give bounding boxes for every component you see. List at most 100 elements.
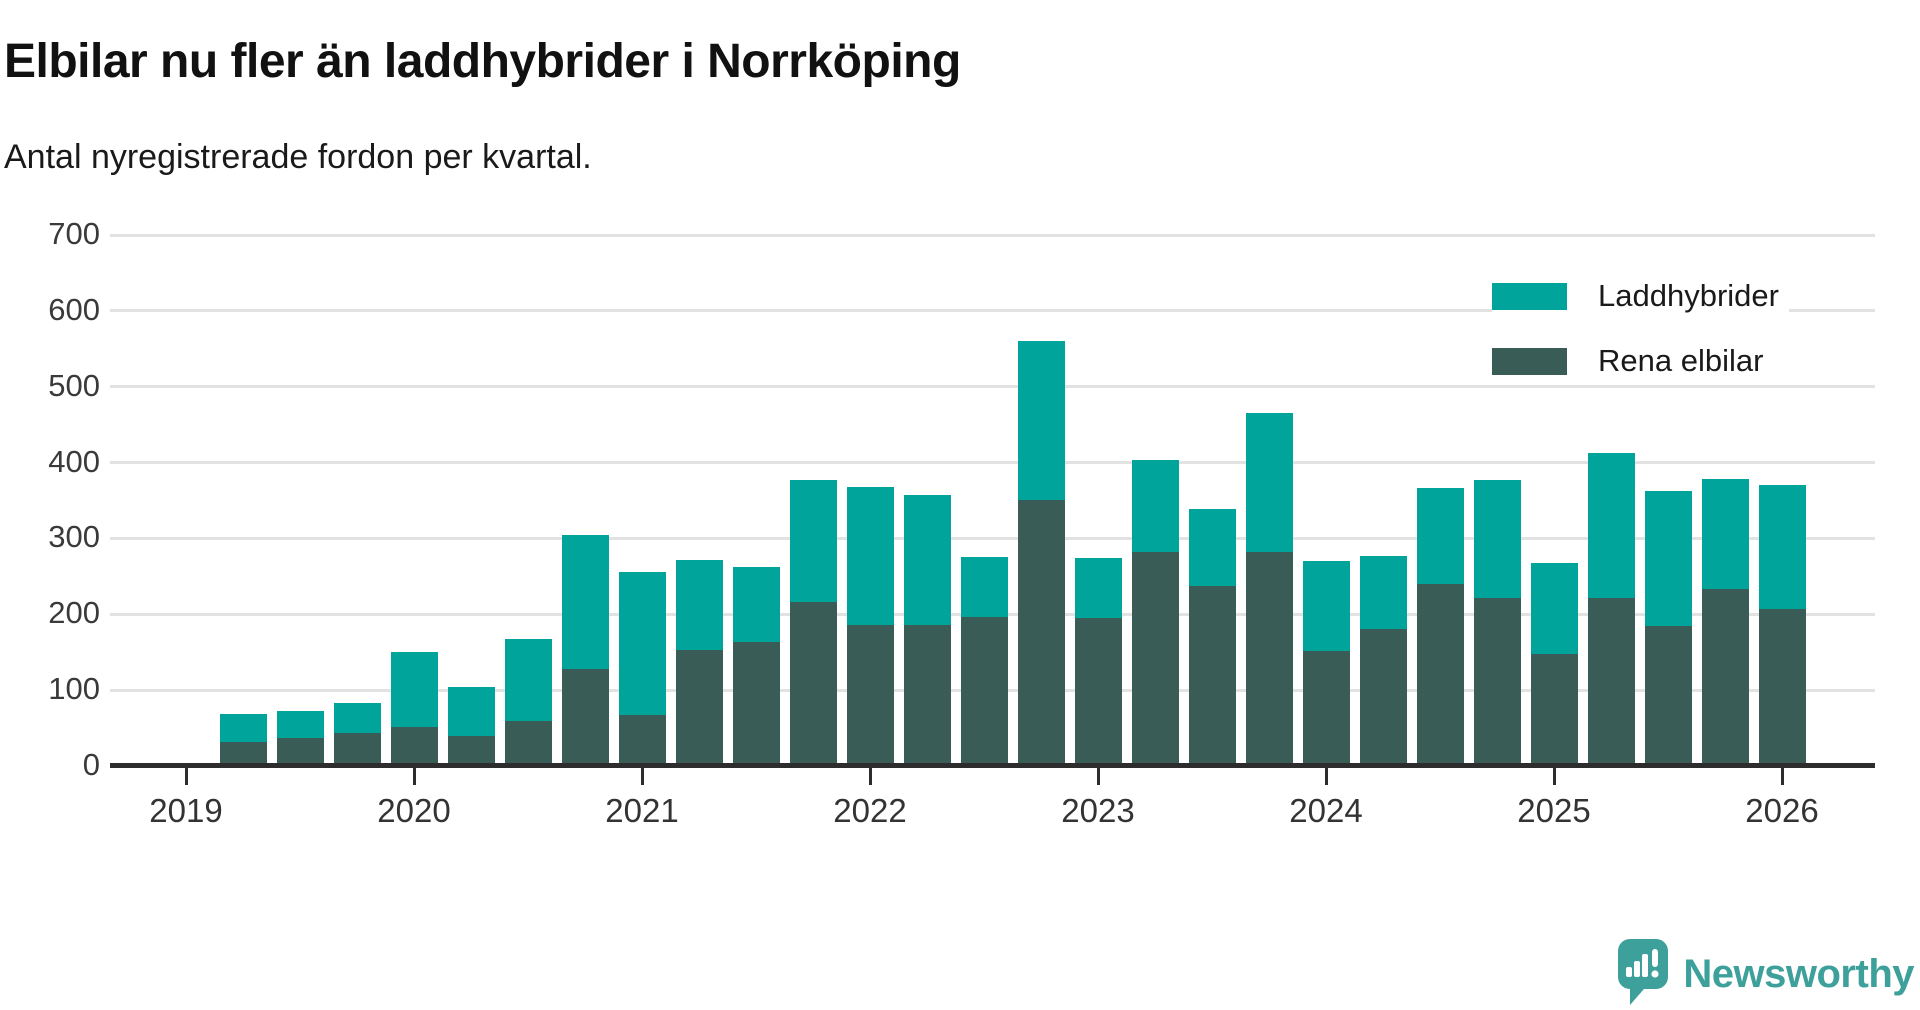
segment-laddhybrider	[333, 703, 381, 734]
bar-2026-Q1	[1758, 485, 1806, 766]
segment-laddhybrider	[1074, 558, 1122, 619]
newsworthy-speech-bubble-icon	[1618, 938, 1669, 1010]
gridline-700	[110, 233, 1875, 237]
bar-2025-Q2	[1587, 453, 1635, 766]
newsworthy-logo: Newsworthy	[1618, 938, 1914, 1010]
segment-rena-elbilar	[675, 649, 723, 766]
segment-rena-elbilar	[789, 602, 837, 766]
bar-2025-Q4	[1701, 479, 1749, 766]
segment-laddhybrider	[960, 556, 1008, 617]
x-tick-label-2022: 2022	[833, 792, 907, 829]
x-tick-2024	[1324, 768, 1328, 785]
bar-2019-Q4	[333, 703, 381, 766]
segment-rena-elbilar	[390, 726, 438, 766]
segment-laddhybrider	[276, 710, 324, 738]
x-tick-2026	[1780, 768, 1784, 785]
segment-laddhybrider	[447, 687, 495, 737]
segment-rena-elbilar	[1074, 618, 1122, 766]
x-tick-label-2023: 2023	[1061, 792, 1135, 829]
y-tick-label-400: 400	[48, 443, 100, 479]
bar-2023-Q4	[1245, 412, 1293, 766]
legend-item-laddhybrider: Laddhybrider	[1492, 278, 1789, 314]
segment-rena-elbilar	[732, 642, 780, 766]
segment-rena-elbilar	[846, 624, 894, 766]
segment-rena-elbilar	[561, 668, 609, 766]
segment-rena-elbilar	[1701, 589, 1749, 766]
segment-laddhybrider	[1245, 412, 1293, 553]
segment-laddhybrider	[789, 480, 837, 603]
segment-rena-elbilar	[1587, 597, 1635, 766]
segment-rena-elbilar	[1131, 552, 1179, 766]
segment-laddhybrider	[1701, 479, 1749, 590]
gridline-300	[110, 536, 1875, 540]
segment-rena-elbilar	[1302, 650, 1350, 766]
bar-2021-Q4	[789, 480, 837, 766]
segment-rena-elbilar	[219, 741, 267, 766]
y-tick-label-600: 600	[48, 291, 100, 327]
y-tick-label-300: 300	[48, 519, 100, 555]
x-tick-label-2020: 2020	[377, 792, 451, 829]
bar-2020-Q4	[561, 534, 609, 766]
x-tick-label-2025: 2025	[1517, 792, 1591, 829]
legend-label-rena-elbilar: Rena elbilar	[1598, 343, 1764, 378]
segment-rena-elbilar	[1473, 597, 1521, 766]
y-tick-label-700: 700	[48, 216, 100, 251]
chart-title: Elbilar nu fler än laddhybrider i Norrkö…	[4, 35, 961, 89]
bar-2025-Q3	[1644, 491, 1692, 766]
bar-2024-Q1	[1302, 561, 1350, 766]
bar-2019-Q2	[219, 714, 267, 766]
y-tick-label-200: 200	[48, 595, 100, 631]
laddhybrider-swatch	[1492, 282, 1567, 310]
segment-laddhybrider	[732, 566, 780, 643]
y-tick-label-500: 500	[48, 367, 100, 403]
segment-laddhybrider	[561, 534, 609, 669]
bar-2022-Q4	[1017, 341, 1065, 766]
segment-rena-elbilar	[1530, 653, 1578, 766]
segment-rena-elbilar	[1359, 629, 1407, 766]
x-tick-label-2019: 2019	[149, 792, 223, 829]
segment-rena-elbilar	[1245, 552, 1293, 766]
rena-elbilar-swatch	[1492, 347, 1567, 375]
legend-item-rena-elbilar: Rena elbilar	[1492, 343, 1789, 379]
x-tick-2021	[640, 768, 644, 785]
bar-2023-Q2	[1131, 460, 1179, 766]
segment-laddhybrider	[504, 638, 552, 721]
chart-subtitle: Antal nyregistrerade fordon per kvartal.	[4, 138, 592, 176]
x-tick-2025	[1552, 768, 1556, 785]
bar-2025-Q1	[1530, 562, 1578, 766]
segment-laddhybrider	[1131, 460, 1179, 553]
legend: Laddhybrider Rena elbilar	[1492, 278, 1789, 408]
bar-2019-Q3	[276, 710, 324, 766]
segment-laddhybrider	[1017, 341, 1065, 500]
bar-2023-Q3	[1188, 508, 1236, 766]
newsworthy-logo-text: Newsworthy	[1683, 951, 1914, 996]
bar-2021-Q1	[618, 571, 666, 766]
segment-laddhybrider	[1758, 485, 1806, 609]
bar-2024-Q2	[1359, 555, 1407, 766]
y-tick-label-100: 100	[48, 671, 100, 707]
bar-2022-Q3	[960, 556, 1008, 766]
bar-2022-Q1	[846, 486, 894, 766]
segment-laddhybrider	[846, 486, 894, 625]
bar-2023-Q1	[1074, 558, 1122, 766]
segment-rena-elbilar	[1188, 586, 1236, 766]
gridline-400	[110, 461, 1875, 465]
bar-2020-Q3	[504, 638, 552, 766]
x-tick-2019	[184, 768, 188, 785]
legend-label-laddhybrider: Laddhybrider	[1598, 278, 1779, 313]
segment-rena-elbilar	[1416, 583, 1464, 766]
segment-rena-elbilar	[333, 733, 381, 766]
segment-rena-elbilar	[903, 624, 951, 766]
segment-laddhybrider	[1302, 561, 1350, 651]
bar-2020-Q1	[390, 652, 438, 766]
x-tick-2022	[868, 768, 872, 785]
segment-rena-elbilar	[447, 736, 495, 766]
segment-rena-elbilar	[618, 715, 666, 766]
segment-rena-elbilar	[1017, 499, 1065, 766]
bar-2020-Q2	[447, 687, 495, 766]
y-tick-label-0: 0	[82, 747, 100, 782]
bar-2024-Q3	[1416, 487, 1464, 766]
segment-laddhybrider	[903, 495, 951, 625]
gridline-600	[110, 309, 1875, 313]
